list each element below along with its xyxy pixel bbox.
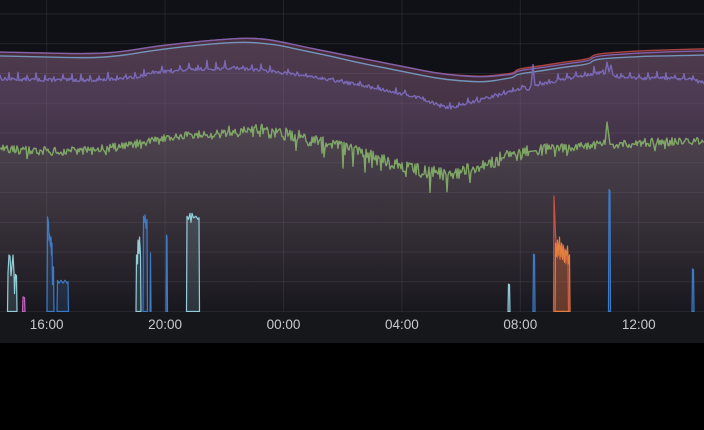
x-axis-tick-label: 20:00	[148, 317, 182, 332]
time-series-chart[interactable]	[0, 0, 704, 312]
upper-purple-line	[0, 37, 704, 78]
magenta-burst	[21, 296, 26, 312]
bottom-black-area	[0, 343, 704, 430]
orange-burst	[554, 236, 571, 312]
green-noisy-fill	[0, 122, 704, 312]
cyan-bursts	[6, 212, 511, 312]
green-noisy-line	[0, 121, 704, 193]
upper-slate-blue-line	[0, 41, 704, 83]
x-axis-tick-label: 08:00	[503, 317, 538, 332]
time-series-panel: 16:00 20:00 00:00 04:00 08:00 12:00	[0, 0, 704, 343]
blue-bursts	[46, 188, 695, 312]
x-axis-tick-label: 00:00	[266, 317, 301, 332]
x-axis: 16:00 20:00 00:00 04:00 08:00 12:00	[0, 312, 704, 343]
x-axis-tick-label: 16:00	[29, 317, 64, 332]
x-axis-tick-label: 12:00	[621, 317, 656, 332]
mid-purple-jagged-line	[0, 59, 704, 110]
x-axis-tick-label: 04:00	[385, 317, 419, 332]
